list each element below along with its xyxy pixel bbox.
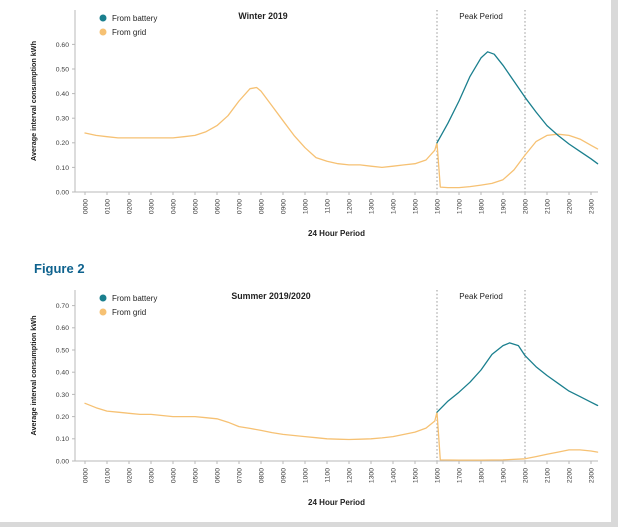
y-tick-label: 0.30 xyxy=(56,392,69,399)
from-battery-legend-dot xyxy=(99,294,107,302)
x-tick-label: 0600 xyxy=(214,468,221,483)
x-tick-label: 1400 xyxy=(390,199,397,214)
x-tick-label: 0200 xyxy=(126,468,133,483)
x-tick-label: 2300 xyxy=(588,199,595,214)
x-tick-label: 0700 xyxy=(236,199,243,214)
x-tick-label: 0200 xyxy=(126,199,133,214)
y-tick-label: 0.70 xyxy=(56,303,69,310)
legend-label: From battery xyxy=(112,14,157,23)
x-tick-label: 1100 xyxy=(324,468,331,483)
x-tick-label: 1000 xyxy=(302,468,309,483)
y-tick-label: 0.00 xyxy=(56,458,69,465)
y-tick-label: 0.40 xyxy=(56,370,69,377)
x-tick-label: 1900 xyxy=(500,199,507,214)
y-axis-label: Average interval consumption kWh xyxy=(29,316,38,436)
x-tick-label: 1300 xyxy=(368,199,375,214)
from-battery-line xyxy=(436,51,599,165)
x-tick-label: 0300 xyxy=(148,199,155,214)
x-tick-label: 1600 xyxy=(434,468,441,483)
x-tick-label: 0000 xyxy=(82,468,89,483)
x-tick-label: 0500 xyxy=(192,468,199,483)
from-battery-line xyxy=(436,342,599,413)
x-tick-label: 2100 xyxy=(544,468,551,483)
x-tick-label: 0100 xyxy=(104,199,111,214)
x-tick-label: 1700 xyxy=(456,199,463,214)
peak-period-label: Peak Period xyxy=(459,292,503,301)
y-tick-label: 0.20 xyxy=(56,414,69,421)
y-tick-label: 0.50 xyxy=(56,66,69,73)
y-tick-label: 0.40 xyxy=(56,91,69,98)
x-tick-label: 1800 xyxy=(478,468,485,483)
x-tick-label: 2000 xyxy=(522,468,529,483)
chart-title: Winter 2019 xyxy=(238,11,287,21)
y-tick-label: 0.10 xyxy=(56,165,69,172)
x-tick-label: 0600 xyxy=(214,199,221,214)
legend-label: From grid xyxy=(112,308,146,317)
x-tick-label: 0000 xyxy=(82,199,89,214)
from-grid-legend-dot xyxy=(99,28,107,36)
x-tick-label: 2300 xyxy=(588,468,595,483)
x-tick-label: 2000 xyxy=(522,199,529,214)
x-tick-label: 0300 xyxy=(148,468,155,483)
x-tick-label: 1500 xyxy=(412,468,419,483)
from-battery-legend-dot xyxy=(99,14,107,22)
winter-chart-svg: Peak Period 0.00 0.10 0.20 0.30 0.40 0.50 0.60 0… xyxy=(29,10,599,238)
x-tick-label: 0700 xyxy=(236,468,243,483)
page-bottom-edge xyxy=(0,522,618,527)
x-tick-label: 1900 xyxy=(500,468,507,483)
y-tick-label: 0.60 xyxy=(56,42,69,49)
summer-chart: Peak Period 0.00 0.10 0.20 0.30 0.40 0.50 0.60 0… xyxy=(0,280,618,527)
x-tick-label: 0900 xyxy=(280,468,287,483)
legend-label: From battery xyxy=(112,294,157,303)
x-tick-label: 0500 xyxy=(192,199,199,214)
peak-period-label: Peak Period xyxy=(459,12,503,21)
from-grid-legend-dot xyxy=(99,308,107,316)
chart-title: Summer 2019/2020 xyxy=(231,291,310,301)
page-right-edge xyxy=(611,0,618,527)
figure-label: Figure 2 xyxy=(34,261,85,276)
x-tick-label: 1400 xyxy=(390,468,397,483)
from-grid-line xyxy=(84,86,599,189)
x-tick-label: 1000 xyxy=(302,199,309,214)
x-tick-label: 1200 xyxy=(346,199,353,214)
x-tick-label: 1800 xyxy=(478,199,485,214)
x-tick-label: 0800 xyxy=(258,468,265,483)
summer-chart-svg: Peak Period 0.00 0.10 0.20 0.30 0.40 0.50 0.60 0… xyxy=(29,290,599,507)
x-tick-label: 2100 xyxy=(544,199,551,214)
x-tick-label: 1700 xyxy=(456,468,463,483)
x-tick-label: 0400 xyxy=(170,468,177,483)
x-axis-label: 24 Hour Period xyxy=(308,498,365,507)
y-axis-label: Average interval consumption kWh xyxy=(29,41,38,161)
y-tick-label: 0.20 xyxy=(56,140,69,147)
y-tick-label: 0.30 xyxy=(56,116,69,123)
x-tick-label: 1300 xyxy=(368,468,375,483)
x-tick-label: 1200 xyxy=(346,468,353,483)
from-grid-line xyxy=(84,402,599,461)
winter-chart: Peak Period 0.00 0.10 0.20 0.30 0.40 0.50 0.60 0… xyxy=(0,0,618,258)
x-tick-label: 2200 xyxy=(566,199,573,214)
x-tick-label: 1600 xyxy=(434,199,441,214)
x-tick-label: 1500 xyxy=(412,199,419,214)
x-tick-label: 0800 xyxy=(258,199,265,214)
x-tick-label: 0100 xyxy=(104,468,111,483)
x-tick-label: 2200 xyxy=(566,468,573,483)
x-tick-label: 0400 xyxy=(170,199,177,214)
y-tick-label: 0.50 xyxy=(56,347,69,354)
y-tick-label: 0.10 xyxy=(56,436,69,443)
y-tick-label: 0.60 xyxy=(56,325,69,332)
x-tick-label: 1100 xyxy=(324,199,331,214)
legend-label: From grid xyxy=(112,28,146,37)
x-tick-label: 0900 xyxy=(280,199,287,214)
x-axis-label: 24 Hour Period xyxy=(308,229,365,238)
y-tick-label: 0.00 xyxy=(56,189,69,196)
